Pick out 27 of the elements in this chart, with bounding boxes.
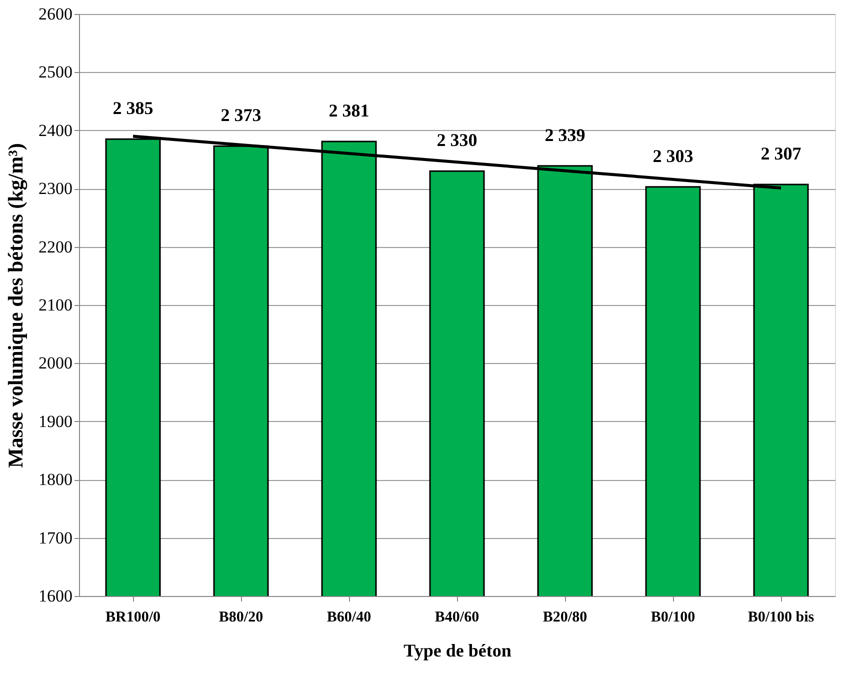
x-tick-label: BR100/0 [105, 610, 161, 626]
x-tick-label: B0/100 bis [748, 610, 814, 626]
y-tick-label: 2000 [38, 354, 72, 373]
data-label: 2 381 [328, 100, 370, 120]
y-tick-label: 2600 [38, 4, 72, 24]
data-label: 2 330 [436, 130, 478, 150]
data-label: 2 307 [760, 144, 802, 164]
y-tick-label: 1600 [38, 586, 72, 606]
y-axis-title: Masse volumique des bétons (kg/m³) [4, 143, 28, 468]
y-tick-label: 2300 [38, 179, 72, 198]
y-tick-label: 2100 [38, 296, 72, 314]
x-tick-label: B20/80 [542, 610, 588, 626]
y-tick-label: 2400 [38, 120, 72, 140]
y-tick-label: 2500 [38, 62, 72, 82]
x-tick-label: B40/60 [434, 610, 480, 626]
data-label: 2 373 [220, 105, 262, 126]
data-label: 2 339 [544, 124, 586, 145]
data-label: 2 303 [652, 146, 694, 166]
y-tick-label: 1900 [38, 412, 72, 431]
data-label: 2 385 [112, 98, 154, 118]
y-tick-label: 1700 [38, 528, 72, 548]
x-tick-label: B80/20 [218, 610, 264, 626]
x-tick-label: B0/100 [650, 610, 696, 626]
y-tick-label: 1800 [38, 470, 72, 490]
x-axis-title: Type de béton [404, 640, 512, 660]
x-tick-label: B60/40 [326, 610, 372, 626]
y-tick-label: 2200 [38, 237, 72, 256]
